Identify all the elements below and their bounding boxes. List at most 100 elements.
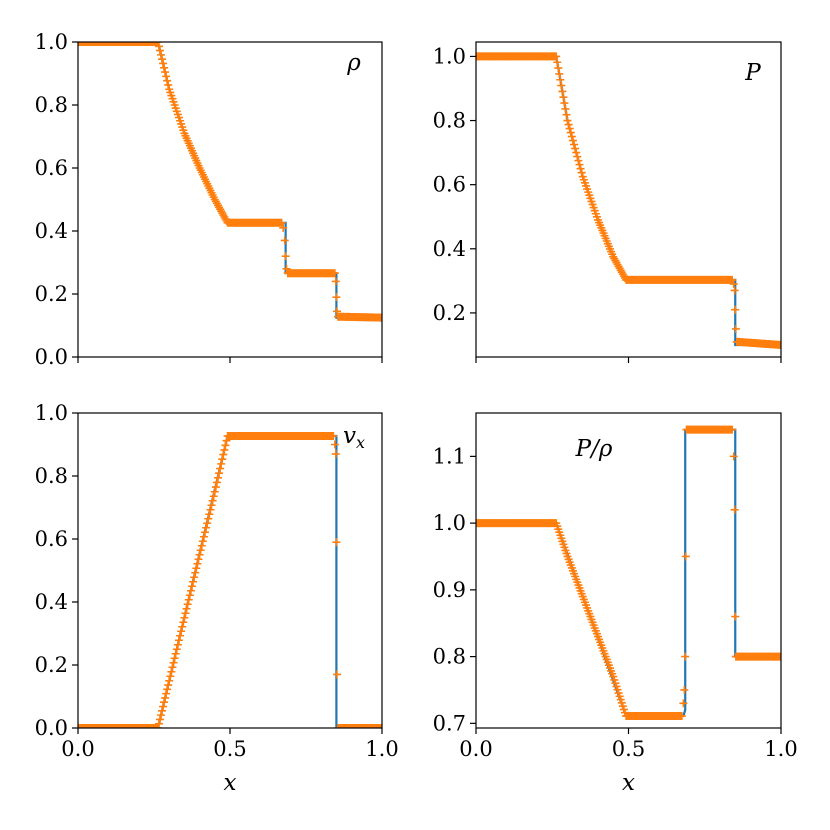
data-marker [216, 464, 225, 473]
x-tick-label: 1.0 [365, 737, 398, 761]
data-marker [97, 42, 106, 46]
data-marker [84, 42, 93, 46]
data-marker [347, 724, 356, 728]
data-marker [220, 445, 229, 454]
data-marker [148, 42, 157, 46]
x-tick-label: 0.5 [213, 737, 246, 761]
y-tick-label: 0.7 [433, 711, 466, 735]
data-marker [109, 724, 118, 728]
data-marker [147, 724, 156, 728]
data-marker [157, 50, 166, 59]
data-marker [130, 42, 139, 46]
data-marker [372, 724, 381, 728]
data-marker [376, 724, 382, 728]
data-marker [95, 724, 104, 728]
data-marker [129, 724, 138, 728]
y-tick-label: 0.9 [433, 578, 466, 602]
data-marker [125, 724, 134, 728]
data-marker [186, 586, 195, 595]
data-marker [337, 724, 346, 728]
data-marker [341, 724, 350, 728]
data-marker [81, 42, 90, 46]
data-marker [128, 724, 137, 728]
data-marker [777, 340, 781, 349]
data-marker [148, 724, 157, 728]
data-marker [93, 724, 102, 728]
data-marker [161, 693, 170, 702]
data-marker [111, 724, 120, 728]
data-marker [213, 473, 222, 482]
data-marker [130, 724, 139, 728]
data-marker [204, 514, 213, 523]
data-marker [170, 654, 179, 663]
data-marker [561, 104, 570, 113]
data-marker [119, 42, 128, 46]
data-marker [374, 724, 382, 728]
data-marker [729, 280, 738, 289]
data-marker [103, 42, 112, 46]
data-marker [101, 724, 110, 728]
data-marker [100, 42, 109, 46]
data-marker [357, 724, 366, 728]
data-marker [731, 305, 740, 314]
data-marker [189, 577, 198, 586]
data-marker [94, 724, 103, 728]
data-marker [176, 631, 185, 640]
data-marker [87, 724, 96, 728]
data-marker [104, 724, 113, 728]
data-marker [86, 42, 95, 46]
data-marker [378, 313, 382, 322]
data-marker [343, 724, 352, 728]
data-marker [171, 649, 180, 658]
data-marker [565, 124, 574, 133]
data-marker [101, 42, 110, 46]
data-marker [132, 724, 141, 728]
data-marker [369, 724, 378, 728]
data-marker [351, 724, 360, 728]
data-marker [368, 724, 377, 728]
y-tick-label: 0.8 [35, 464, 68, 488]
data-marker [116, 724, 125, 728]
data-marker [92, 724, 101, 728]
data-marker [218, 455, 227, 464]
simulation-markers [78, 42, 382, 322]
data-marker [679, 699, 688, 708]
data-marker [331, 449, 340, 458]
data-marker [183, 600, 192, 609]
data-marker [182, 604, 191, 613]
data-marker [120, 42, 129, 46]
data-marker [115, 724, 124, 728]
data-marker [110, 724, 119, 728]
data-marker [373, 724, 382, 728]
data-marker [280, 236, 289, 245]
data-marker [144, 42, 153, 46]
panel-label: vx [343, 423, 365, 452]
data-marker [184, 595, 193, 604]
data-marker [98, 42, 107, 46]
data-marker [155, 46, 164, 55]
data-marker [135, 42, 144, 46]
data-marker [557, 81, 566, 90]
y-tick-label: 0.0 [35, 716, 68, 740]
data-marker [121, 724, 130, 728]
data-marker [95, 42, 104, 46]
panel-rho: 0.0 0.2 0.4 0.6 0.8 1.0 ρ [35, 30, 383, 369]
data-marker [125, 42, 134, 46]
data-marker [120, 724, 129, 728]
data-marker [114, 724, 123, 728]
data-marker [371, 724, 380, 728]
data-marker [331, 277, 340, 286]
data-marker [192, 564, 201, 573]
data-marker [126, 724, 135, 728]
data-marker [142, 42, 151, 46]
data-marker [677, 711, 686, 720]
data-marker [105, 724, 114, 728]
data-marker [154, 719, 163, 728]
data-marker [560, 99, 569, 108]
data-marker [137, 724, 146, 728]
y-tick-label: 1.1 [433, 444, 466, 468]
data-marker [149, 42, 158, 46]
data-marker [143, 724, 152, 728]
data-marker [159, 702, 168, 711]
